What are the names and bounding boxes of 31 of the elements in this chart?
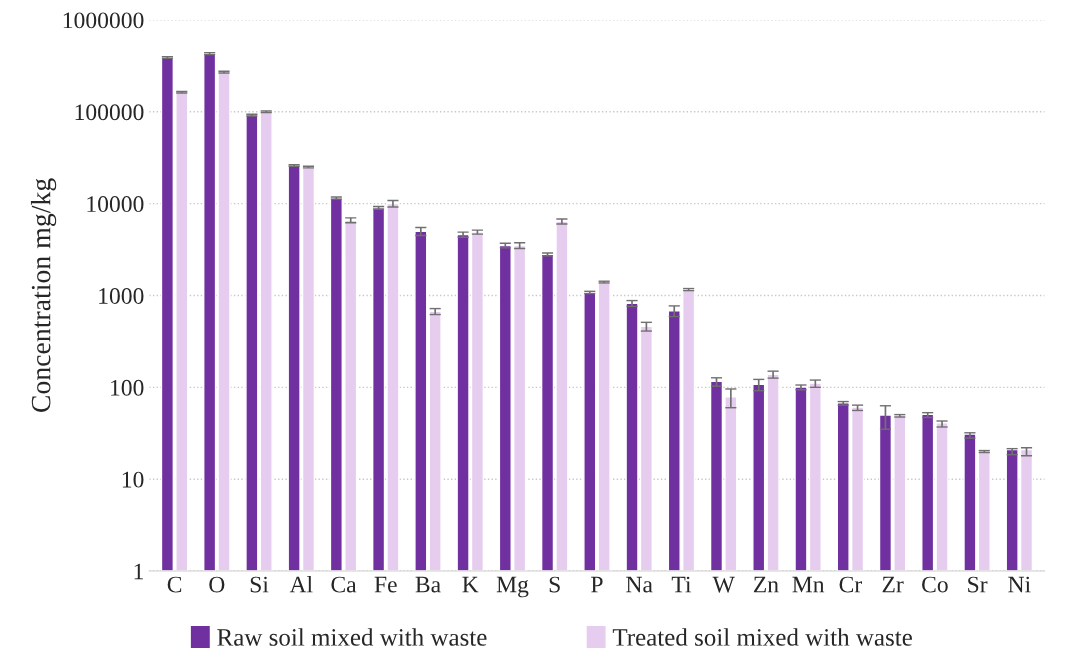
x-tick-label: Al [289, 575, 313, 593]
x-tick-label: K [462, 576, 479, 593]
x-tick-label: Sr [968, 576, 988, 593]
y-tick-label: 10000 [87, 196, 144, 213]
x-tick-label: Si [250, 576, 269, 593]
x-tick-label: Ti [671, 576, 692, 593]
x-tick-label: Ca [331, 576, 357, 593]
x-tick-label: Mg [496, 576, 529, 598]
x-tick-label: Zr [882, 576, 904, 593]
x-tick-label: Zn [753, 576, 779, 593]
x-tick-label: S [549, 576, 560, 593]
x-tick-label: P [591, 576, 603, 593]
y-axis-title: Concentration mg/kg [30, 178, 57, 412]
x-tick-label: Fe [374, 576, 397, 593]
x-tick-label: Cr [839, 576, 862, 593]
x-tick-label: Mn [792, 576, 825, 593]
legend-label: Treated soil mixed with waste [612, 628, 912, 646]
x-tick-label: W [712, 576, 735, 593]
legend-label: Raw soil mixed with waste [217, 628, 487, 646]
x-tick-label: Na [626, 576, 653, 593]
x-tick-label: Ni [1008, 576, 1031, 593]
x-tick-label: Co [922, 576, 948, 593]
y-tick-label: 10 [122, 471, 144, 488]
y-tick-label: 1 [134, 563, 143, 580]
y-tick-label: 100 [111, 379, 144, 396]
x-tick-label: Ba [415, 576, 441, 593]
y-tick-label: 1000000 [63, 12, 144, 29]
y-tick-label: 1000 [99, 287, 144, 304]
x-tick-label: O [209, 576, 225, 593]
x-tick-label: C [167, 576, 182, 593]
y-tick-label: 100000 [75, 104, 144, 121]
